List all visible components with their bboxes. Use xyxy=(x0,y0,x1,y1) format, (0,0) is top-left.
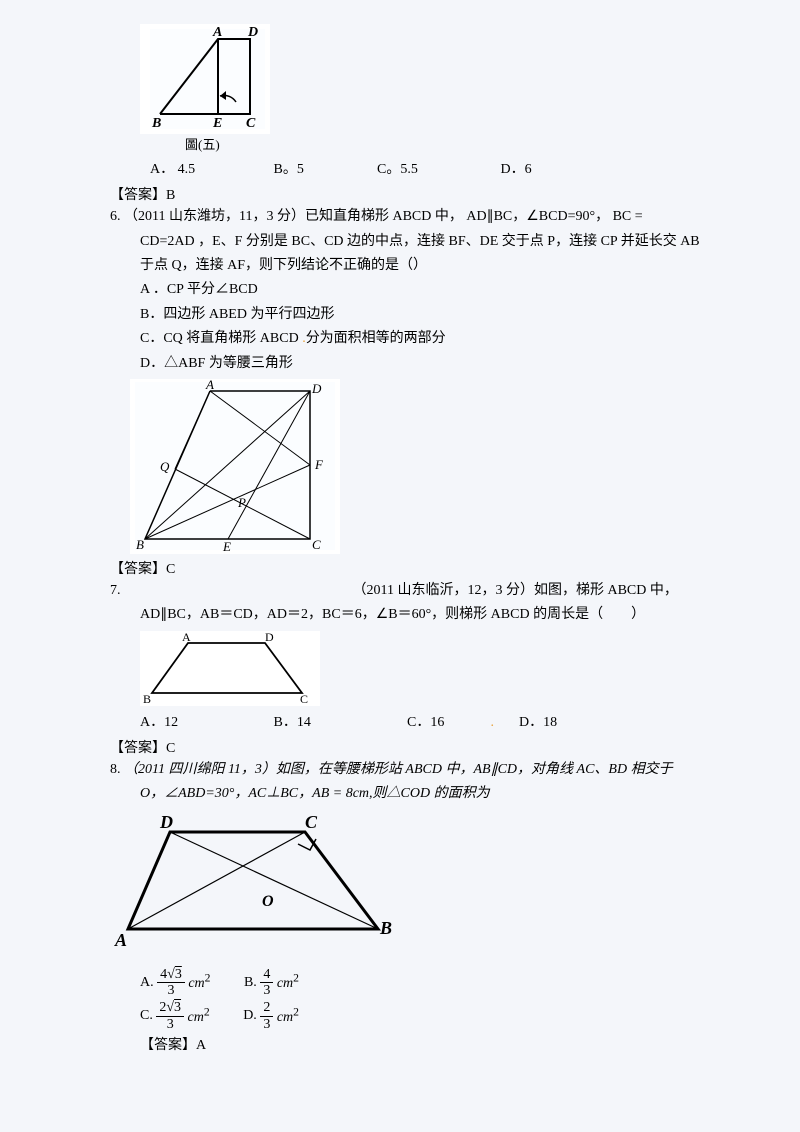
figure-3: A D B C xyxy=(140,631,710,706)
q8-opt-b: B. 4 3 cm2 xyxy=(244,967,299,999)
svg-text:C: C xyxy=(305,814,318,832)
svg-text:D: D xyxy=(159,814,173,832)
q7-opt-c: C．16 xyxy=(407,710,487,735)
svg-text:O: O xyxy=(262,893,274,910)
answer-8: 【答案】A xyxy=(140,1034,710,1054)
q8c-sup: 2 xyxy=(204,1005,210,1018)
figure-4: D C O A B xyxy=(110,814,710,959)
q6-opt-c: C．CQ 将直角梯形 ABCD .分为面积相等的两部分 xyxy=(140,328,710,350)
q7-opt-a: A．12 xyxy=(140,710,270,735)
q8a-rad: 3 xyxy=(175,967,182,982)
q8-t1: （2011 四川绵阳 11，3）如图，在等腰梯形站 ABCD 中，AB∥CD，对… xyxy=(124,762,673,777)
svg-text:B: B xyxy=(379,918,392,938)
q8: 8. （2011 四川绵阳 11，3）如图，在等腰梯形站 ABCD 中，AB∥C… xyxy=(110,759,710,781)
page-content: A D B E C 圖(五) A． 4.5 B。5 C。5.5 D．6 【答案】… xyxy=(0,0,800,1096)
q8b-num: 4 xyxy=(260,967,273,983)
q8-options-row1: A. 4√3 3 cm2 B. 4 3 cm2 xyxy=(140,967,710,999)
q5-opt-d: D．6 xyxy=(501,157,532,182)
q6-optc-p1: C．CQ 将直角梯形 ABCD xyxy=(140,331,302,346)
q8-opt-c: C. 2√3 3 cm2 xyxy=(140,1000,210,1032)
q8c-num: 2 xyxy=(159,1000,166,1015)
q5-opt-c: C。5.5 xyxy=(377,157,497,182)
svg-text:A: A xyxy=(182,631,191,644)
svg-text:E: E xyxy=(212,116,222,131)
svg-text:B: B xyxy=(143,692,151,706)
fig3-svg: A D B C xyxy=(140,631,320,706)
q6-opt-a: A ．CP 平分∠BCD xyxy=(140,279,710,301)
answer-5: 【答案】B xyxy=(110,184,710,204)
q6-t1: （2011 山东潍坊，11，3 分）已知直角梯形 ABCD 中， AD∥BC，∠… xyxy=(124,209,643,224)
q6-t3: 于点 Q，连接 AF，则下列结论不正确的是（） xyxy=(140,255,710,277)
q8-options-row2: C. 2√3 3 cm2 D. 2 3 cm2 xyxy=(140,1000,710,1032)
svg-text:C: C xyxy=(300,692,308,706)
q6-opt-b: B．四边形 ABED 为平行四边形 xyxy=(140,304,710,326)
q8-opt-a: A. 4√3 3 cm2 xyxy=(140,967,210,999)
q7: 7. （2011 山东临沂，12，3 分）如图，梯形 ABCD 中， xyxy=(110,580,710,602)
q8d-den: 3 xyxy=(260,1017,273,1032)
q8c-frac: 2√3 3 xyxy=(156,1000,184,1032)
q8-num: 8. xyxy=(110,762,121,777)
svg-text:C: C xyxy=(246,116,256,131)
figure-2: A D Q F P B E C xyxy=(130,379,710,554)
q8b-unit: cm xyxy=(277,976,293,991)
q8b-frac: 4 3 xyxy=(260,967,273,999)
q8a-unit: cm xyxy=(188,976,204,991)
fig2-svg: A D Q F P B E C xyxy=(130,379,340,554)
fig1-svg: A D B E C xyxy=(140,24,270,134)
q6-t2: CD=2AD ，E、F 分别是 BC、CD 边的中点，连接 BF、DE 交于点 … xyxy=(140,231,710,253)
answer-7: 【答案】C xyxy=(110,737,710,757)
q8b-den: 3 xyxy=(260,983,273,998)
dot-icon: . xyxy=(491,710,516,735)
svg-text:B: B xyxy=(136,537,144,552)
q5-options: A． 4.5 B。5 C。5.5 D．6 xyxy=(150,157,710,182)
q8a-sup: 2 xyxy=(205,972,211,985)
q7-t2: AD∥BC，AB＝CD，AD＝2，BC＝6，∠B＝60°，则梯形 ABCD 的周… xyxy=(140,604,710,626)
q8c-den: 3 xyxy=(156,1017,184,1032)
q8a-frac: 4√3 3 xyxy=(157,967,185,999)
q8c-unit: cm xyxy=(188,1010,204,1025)
q8c-rad: 3 xyxy=(174,1000,181,1015)
q8a-den: 3 xyxy=(157,983,185,998)
q6: 6. （2011 山东潍坊，11，3 分）已知直角梯形 ABCD 中， AD∥B… xyxy=(110,206,710,228)
svg-text:D: D xyxy=(247,25,258,40)
fig4-svg: D C O A B xyxy=(110,814,400,959)
q6-optc-p2: 分为面积相等的两部分 xyxy=(306,331,446,346)
q8d-sup: 2 xyxy=(293,1005,299,1018)
q6-opt-d: D．△ABF 为等腰三角形 xyxy=(140,353,710,375)
svg-text:A: A xyxy=(114,930,127,950)
q8a-num: 4 xyxy=(160,967,167,982)
q7-opt-d: D．18 xyxy=(519,710,557,735)
q8d-num: 2 xyxy=(260,1000,273,1016)
svg-text:C: C xyxy=(312,537,321,552)
q8a-label: A. xyxy=(140,975,154,990)
svg-text:A: A xyxy=(205,379,214,392)
q7-options: A．12 B．14 C．16 . D．18 xyxy=(140,710,710,735)
svg-text:E: E xyxy=(222,539,231,554)
q7-num: 7. xyxy=(110,583,121,598)
q8-opt-d: D. 2 3 cm2 xyxy=(243,1000,299,1032)
answer-6: 【答案】C xyxy=(110,558,710,578)
q8d-frac: 2 3 xyxy=(260,1000,273,1032)
q8c-label: C. xyxy=(140,1009,153,1024)
q8b-label: B. xyxy=(244,975,257,990)
q5-opt-b: B。5 xyxy=(274,157,374,182)
svg-text:Q: Q xyxy=(160,459,170,474)
q5-opt-a: A． 4.5 xyxy=(150,157,270,182)
svg-text:D: D xyxy=(265,631,274,644)
q8b-sup: 2 xyxy=(293,972,299,985)
svg-text:F: F xyxy=(314,457,324,472)
q6-num: 6. xyxy=(110,209,121,224)
q8d-label: D. xyxy=(243,1009,257,1024)
figure-1: A D B E C 圖(五) xyxy=(140,24,710,153)
q8d-unit: cm xyxy=(277,1010,293,1025)
svg-text:B: B xyxy=(151,116,161,131)
q7-opt-b: B．14 xyxy=(274,710,404,735)
svg-text:D: D xyxy=(311,381,322,396)
svg-text:P: P xyxy=(237,495,246,510)
svg-text:A: A xyxy=(212,25,222,40)
q8-t2: O，∠ABD=30°，AC⊥BC，AB = 8cm,则△COD 的面积为 xyxy=(140,783,710,805)
fig1-caption: 圖(五) xyxy=(185,134,710,153)
q7-t1: （2011 山东临沂，12，3 分）如图，梯形 ABCD 中， xyxy=(353,583,678,598)
